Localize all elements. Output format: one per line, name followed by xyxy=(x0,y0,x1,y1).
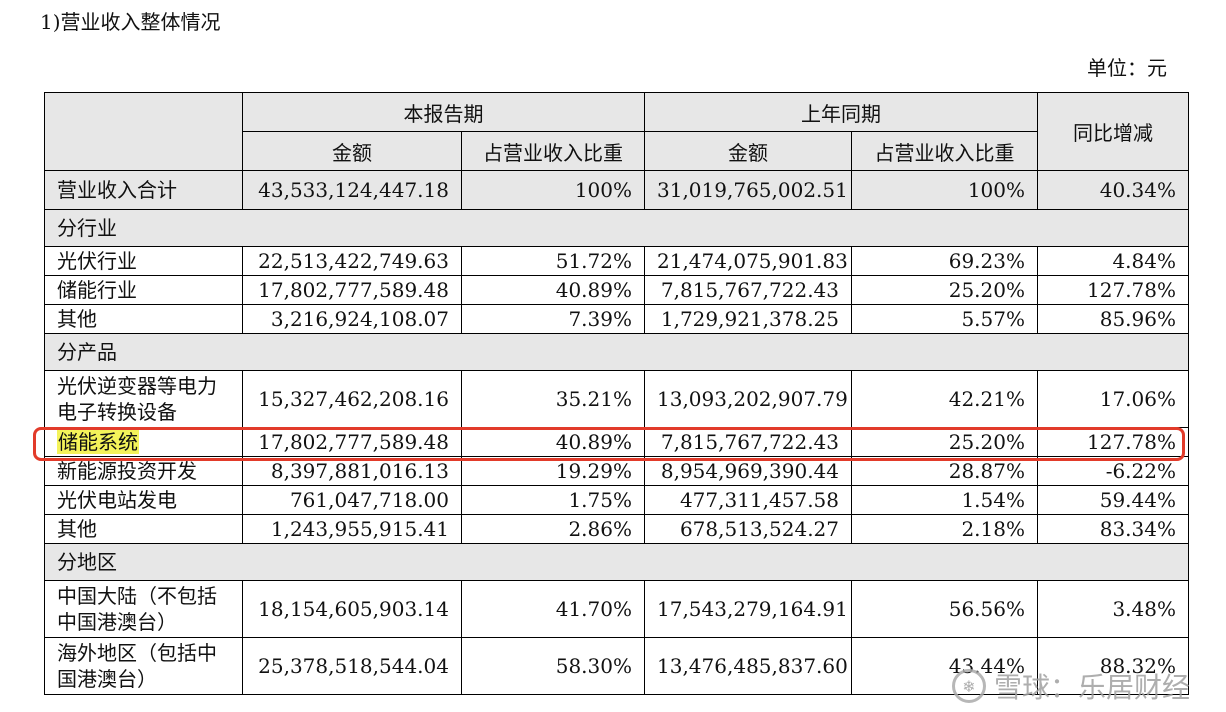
yoy: 4.84% xyxy=(1037,246,1189,276)
table-row: 光伏逆变器等电力电子转换设备 15,327,462,208.16 35.21% … xyxy=(44,370,1189,428)
yoy: 127.78% xyxy=(1037,275,1189,305)
cur-share: 51.72% xyxy=(461,246,645,276)
cur-share: 40.89% xyxy=(461,427,645,457)
table-row: 中国大陆（不包括中国港澳台） 18,154,605,903.14 41.70% … xyxy=(44,580,1189,638)
cur-share: 100% xyxy=(461,170,645,210)
total-row: 营业收入合计 43,533,124,447.18 100% 31,019,765… xyxy=(44,170,1189,210)
cur-amount: 43,533,124,447.18 xyxy=(242,170,462,210)
section-title: 1)营业收入整体情况 xyxy=(40,10,221,34)
prev-share: 5.57% xyxy=(851,304,1038,334)
yoy: 17.06% xyxy=(1037,370,1189,428)
row-label: 光伏电站发电 xyxy=(44,485,243,515)
cur-amount: 18,154,605,903.14 xyxy=(242,580,462,638)
row-label: 中国大陆（不包括中国港澳台） xyxy=(44,580,243,638)
prev-share: 25.20% xyxy=(851,275,1038,305)
table-row: 新能源投资开发 8,397,881,016.13 19.29% 8,954,96… xyxy=(44,456,1189,486)
row-label: 光伏行业 xyxy=(44,246,243,276)
snowball-logo-icon: ❄ xyxy=(951,669,986,703)
header-cur-amount: 金额 xyxy=(242,131,462,171)
row-label: 其他 xyxy=(44,304,243,334)
prev-share: 2.18% xyxy=(851,514,1038,544)
cur-share: 58.30% xyxy=(461,637,645,695)
prev-share: 69.23% xyxy=(851,246,1038,276)
cur-share: 2.86% xyxy=(461,514,645,544)
cur-share: 40.89% xyxy=(461,275,645,305)
yoy: -6.22% xyxy=(1037,456,1189,486)
section-row-industry: 分行业 xyxy=(44,209,1189,247)
prev-amount: 17,543,279,164.91 xyxy=(644,580,852,638)
prev-share: 42.21% xyxy=(851,370,1038,428)
row-label: 新能源投资开发 xyxy=(44,456,243,486)
prev-share: 1.54% xyxy=(851,485,1038,515)
prev-share: 100% xyxy=(851,170,1038,210)
cur-share: 41.70% xyxy=(461,580,645,638)
prev-amount: 7,815,767,722.43 xyxy=(644,275,852,305)
prev-amount: 13,476,485,837.60 xyxy=(644,637,852,695)
unit-label: 单位：元 xyxy=(1087,56,1167,80)
row-label: 营业收入合计 xyxy=(44,170,243,210)
section-label: 分行业 xyxy=(44,209,1189,247)
watermark-text: 雪球：乐居财经 xyxy=(993,671,1190,704)
yoy: 127.78% xyxy=(1037,427,1189,457)
table-row: 光伏电站发电 761,047,718.00 1.75% 477,311,457.… xyxy=(44,485,1189,515)
highlight-annotation-box xyxy=(33,427,1185,461)
header-current-period: 本报告期 xyxy=(242,92,645,132)
cur-share: 1.75% xyxy=(461,485,645,515)
yoy: 40.34% xyxy=(1037,170,1189,210)
cur-share: 19.29% xyxy=(461,456,645,486)
row-label: 储能行业 xyxy=(44,275,243,305)
row-label: 其他 xyxy=(44,514,243,544)
table-row: 其他 3,216,924,108.07 7.39% 1,729,921,378.… xyxy=(44,304,1189,334)
cur-share: 35.21% xyxy=(461,370,645,428)
table-row: 其他 1,243,955,915.41 2.86% 678,513,524.27… xyxy=(44,514,1189,544)
prev-amount: 13,093,202,907.79 xyxy=(644,370,852,428)
revenue-table: 本报告期 上年同期 同比增减 金额 占营业收入比重 金额 占营业收入比重 营业收… xyxy=(44,92,1189,695)
yoy: 83.34% xyxy=(1037,514,1189,544)
prev-amount: 1,729,921,378.25 xyxy=(644,304,852,334)
prev-share: 43.44% xyxy=(851,637,1038,695)
cur-amount: 22,513,422,749.63 xyxy=(242,246,462,276)
header-prior-period: 上年同期 xyxy=(644,92,1038,132)
cur-amount: 761,047,718.00 xyxy=(242,485,462,515)
highlighted-label: 储能系统 xyxy=(57,430,139,454)
prev-amount: 21,474,075,901.83 xyxy=(644,246,852,276)
yoy: 85.96% xyxy=(1037,304,1189,334)
cur-amount: 8,397,881,016.13 xyxy=(242,456,462,486)
section-label: 分地区 xyxy=(44,543,1189,581)
cur-amount: 3,216,924,108.07 xyxy=(242,304,462,334)
header-prev-amount: 金额 xyxy=(644,131,852,171)
cur-amount: 1,243,955,915.41 xyxy=(242,514,462,544)
section-row-product: 分产品 xyxy=(44,333,1189,371)
header-prev-share: 占营业收入比重 xyxy=(851,131,1038,171)
section-row-region: 分地区 xyxy=(44,543,1189,581)
header-blank xyxy=(44,92,243,171)
header-cur-share: 占营业收入比重 xyxy=(461,131,645,171)
cur-amount: 15,327,462,208.16 xyxy=(242,370,462,428)
cur-amount: 25,378,518,544.04 xyxy=(242,637,462,695)
row-label: 光伏逆变器等电力电子转换设备 xyxy=(44,370,243,428)
section-label: 分产品 xyxy=(44,333,1189,371)
header-yoy: 同比增减 xyxy=(1037,92,1189,171)
prev-amount: 477,311,457.58 xyxy=(644,485,852,515)
table-row: 海外地区（包括中国港澳台） 25,378,518,544.04 58.30% 1… xyxy=(44,637,1189,695)
table-row: 储能行业 17,802,777,589.48 40.89% 7,815,767,… xyxy=(44,275,1189,305)
prev-amount: 31,019,765,002.51 xyxy=(644,170,852,210)
row-label: 储能系统 xyxy=(44,427,243,457)
yoy: 3.48% xyxy=(1037,580,1189,638)
yoy: 88.32% xyxy=(1037,637,1189,695)
cur-share: 7.39% xyxy=(461,304,645,334)
cur-amount: 17,802,777,589.48 xyxy=(242,275,462,305)
prev-amount: 678,513,524.27 xyxy=(644,514,852,544)
prev-amount: 8,954,969,390.44 xyxy=(644,456,852,486)
prev-amount: 7,815,767,722.43 xyxy=(644,427,852,457)
yoy: 59.44% xyxy=(1037,485,1189,515)
table-row: 光伏行业 22,513,422,749.63 51.72% 21,474,075… xyxy=(44,246,1189,276)
watermark: ❄ 雪球：乐居财经 xyxy=(951,666,1190,706)
row-label: 海外地区（包括中国港澳台） xyxy=(44,637,243,695)
prev-share: 56.56% xyxy=(851,580,1038,638)
